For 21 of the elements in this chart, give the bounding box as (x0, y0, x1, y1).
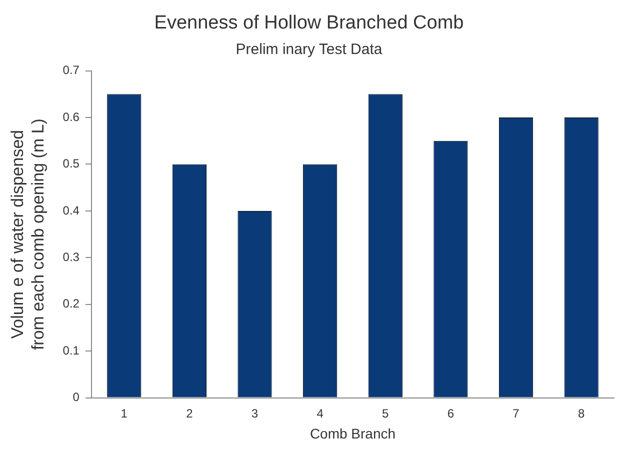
chart-title: Evenness of Hollow Branched Comb (154, 12, 464, 34)
x-tick-label: 4 (316, 406, 324, 420)
y-tick-label: 0.7 (62, 63, 80, 78)
chart-subtitle: Prelim inary Test Data (236, 40, 383, 58)
x-tick-label: 7 (512, 406, 520, 420)
x-tick-label: 1 (120, 406, 128, 420)
x-tick-label: 2 (186, 406, 194, 420)
x-tick-label: 5 (382, 406, 390, 420)
text: from each comb opening (m L) (28, 118, 48, 350)
y-tick-label: 0.1 (62, 343, 80, 358)
y-tick-label: 0.6 (62, 110, 80, 124)
x-tick-label: 8 (578, 406, 585, 420)
y-tick-label: 0.3 (62, 250, 80, 264)
text: Volum e of water dispensed (8, 130, 27, 339)
y-tick-label: 0.4 (62, 203, 80, 218)
y-tick-label: 0.2 (62, 296, 80, 311)
y-tick-label: 0.5 (62, 156, 80, 171)
x-axis-title: Comb Branch (310, 425, 396, 442)
x-tick-label: 3 (251, 406, 258, 420)
x-tick-label: 6 (447, 406, 454, 420)
y-tick-label: 0 (72, 390, 80, 404)
